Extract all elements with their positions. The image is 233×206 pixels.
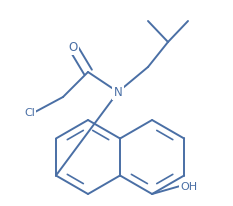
Text: OH: OH <box>180 181 197 191</box>
Text: Cl: Cl <box>24 108 35 117</box>
Text: O: O <box>68 41 78 54</box>
Text: N: N <box>114 86 122 99</box>
